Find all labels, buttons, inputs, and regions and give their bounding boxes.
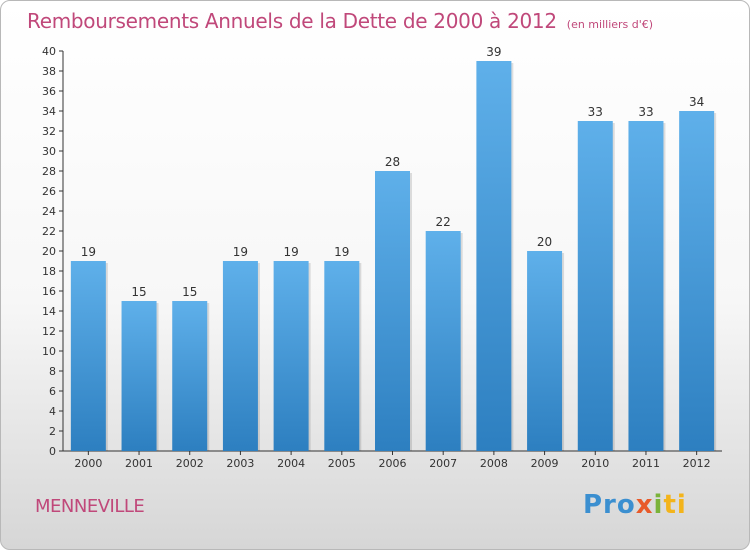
bar-2012 — [679, 111, 715, 451]
value-label-2002: 15 — [182, 285, 197, 299]
chart-subtitle: (en milliers d'€) — [566, 18, 654, 31]
axes: 0246810121416182022242628303234363840200… — [42, 45, 722, 470]
y-tick-label: 8 — [49, 365, 56, 378]
bar-2004 — [273, 261, 309, 451]
y-tick-label: 14 — [42, 305, 56, 318]
bars — [70, 61, 717, 451]
value-label-2007: 22 — [436, 215, 451, 229]
value-label-2006: 28 — [385, 155, 400, 169]
y-tick-label: 18 — [42, 265, 56, 278]
value-label-2012: 34 — [689, 95, 704, 109]
bar-2007 — [425, 231, 461, 451]
value-label-2010: 33 — [588, 105, 603, 119]
x-tick-label-2010: 2010 — [581, 457, 609, 470]
y-tick-label: 38 — [42, 65, 56, 78]
y-tick-label: 4 — [49, 405, 56, 418]
y-tick-label: 24 — [42, 205, 56, 218]
y-tick-label: 36 — [42, 85, 56, 98]
value-label-2003: 19 — [233, 245, 248, 259]
bar-2008 — [476, 61, 512, 451]
x-tick-label-2011: 2011 — [632, 457, 660, 470]
x-tick-label-2006: 2006 — [379, 457, 407, 470]
y-tick-label: 40 — [42, 45, 56, 58]
y-tick-label: 10 — [42, 345, 56, 358]
bar-2011 — [628, 121, 664, 451]
x-tick-label-2003: 2003 — [226, 457, 254, 470]
x-tick-label-2007: 2007 — [429, 457, 457, 470]
value-label-2005: 19 — [334, 245, 349, 259]
bar-2003 — [222, 261, 258, 451]
x-tick-label-2009: 2009 — [531, 457, 559, 470]
y-tick-label: 2 — [49, 425, 56, 438]
proxiti-logo: Proxiti — [583, 490, 687, 520]
x-tick-label-2008: 2008 — [480, 457, 508, 470]
y-tick-label: 16 — [42, 285, 56, 298]
value-label-2000: 19 — [81, 245, 96, 259]
x-tick-label-2002: 2002 — [176, 457, 204, 470]
bar-2002 — [172, 301, 208, 451]
commune-name: MENNEVILLE — [35, 496, 145, 517]
value-label-2001: 15 — [131, 285, 146, 299]
value-label-2004: 19 — [283, 245, 298, 259]
y-tick-label: 30 — [42, 145, 56, 158]
chart-title-text: Remboursements Annuels de la Dette de 20… — [27, 9, 557, 33]
value-labels: 19 15 15 19 19 19 28 22 39 20 33 33 34 — [81, 45, 705, 299]
y-tick-label: 20 — [42, 245, 56, 258]
x-tick-label-2000: 2000 — [74, 457, 102, 470]
value-label-2009: 20 — [537, 235, 552, 249]
x-tick-label-2005: 2005 — [328, 457, 356, 470]
x-tick-label-2012: 2012 — [683, 457, 711, 470]
y-tick-label: 22 — [42, 225, 56, 238]
bar-2009 — [527, 251, 563, 451]
bar-2001 — [121, 301, 157, 451]
y-tick-label: 32 — [42, 125, 56, 138]
bar-2005 — [324, 261, 360, 451]
value-label-2008: 39 — [486, 45, 501, 59]
bar-2010 — [577, 121, 613, 451]
value-label-2011: 33 — [638, 105, 653, 119]
y-tick-label: 26 — [42, 185, 56, 198]
x-tick-label-2001: 2001 — [125, 457, 153, 470]
y-tick-label: 34 — [42, 105, 56, 118]
bar-2000 — [70, 261, 106, 451]
y-tick-label: 0 — [49, 445, 56, 458]
x-tick-label-2004: 2004 — [277, 457, 305, 470]
y-tick-label: 28 — [42, 165, 56, 178]
y-tick-label: 6 — [49, 385, 56, 398]
chart-title: Remboursements Annuels de la Dette de 20… — [27, 9, 653, 33]
bar-2006 — [375, 171, 410, 451]
y-tick-label: 12 — [42, 325, 56, 338]
